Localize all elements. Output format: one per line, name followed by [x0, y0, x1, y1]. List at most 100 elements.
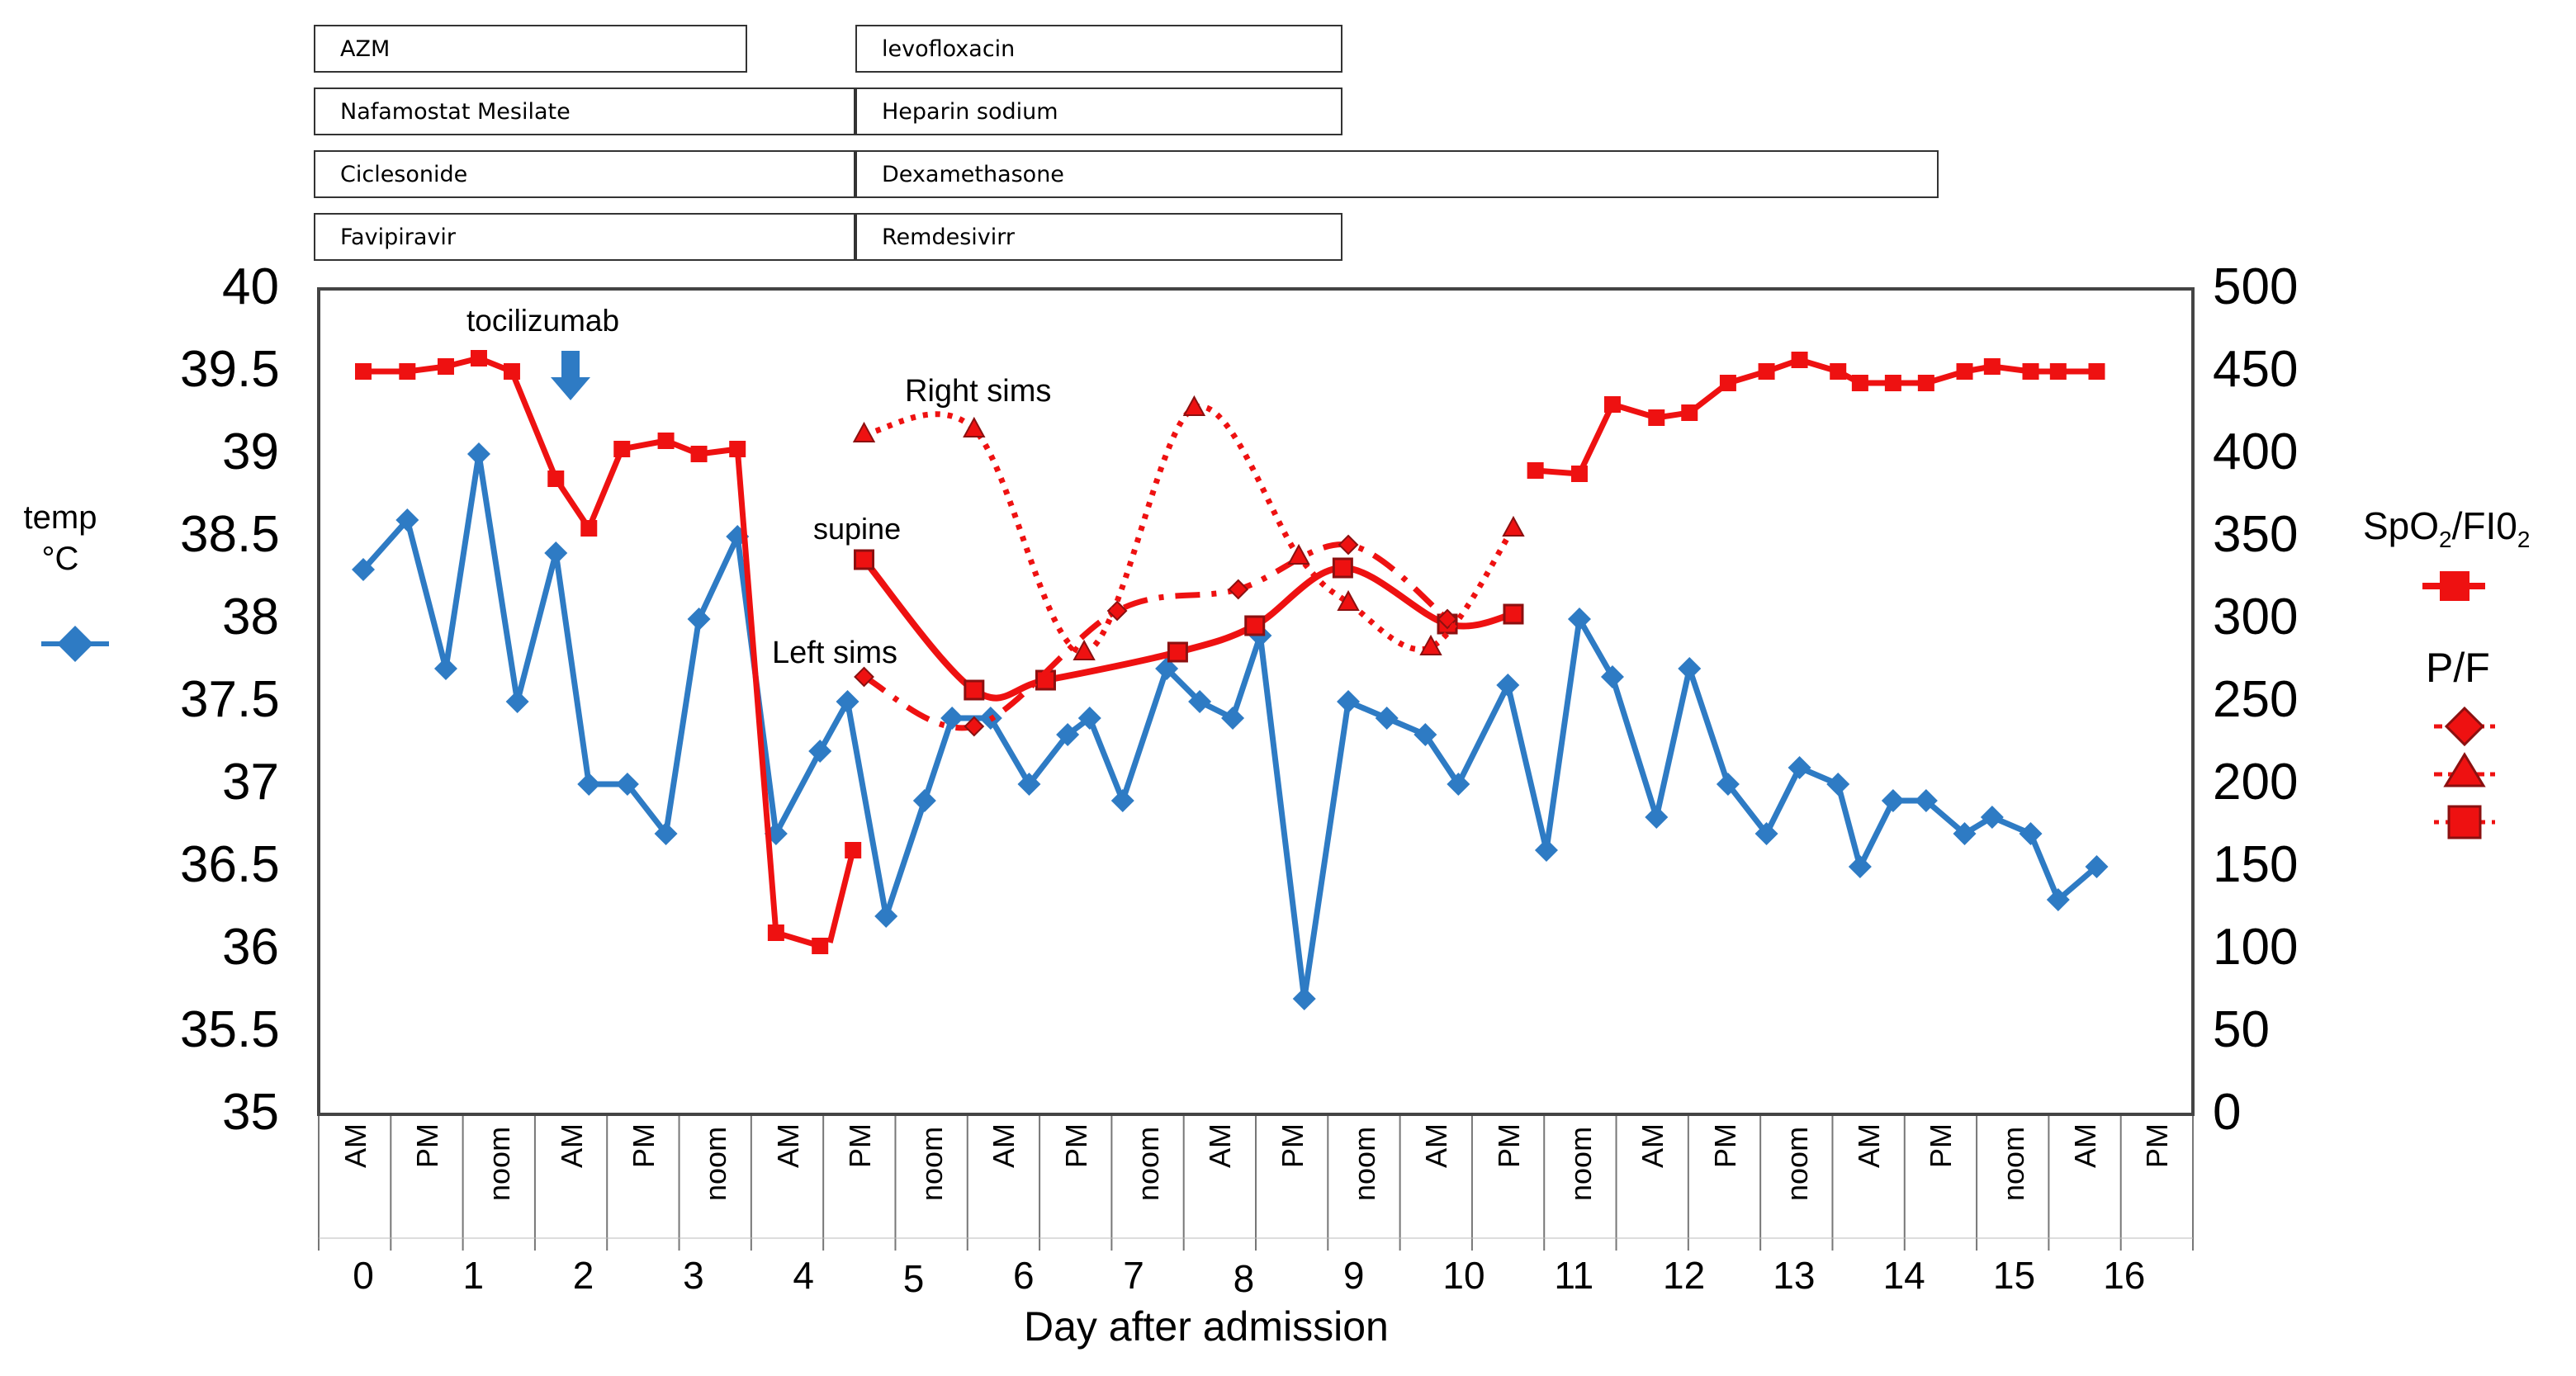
- temperature-point: [1017, 773, 1041, 796]
- slot-label: noom: [1779, 1126, 1814, 1201]
- spo2-fio2-point: [2088, 363, 2105, 380]
- pf-right-sims-point: [1182, 395, 1206, 416]
- temperature-point: [654, 822, 678, 845]
- day-label: 6: [1013, 1254, 1035, 1297]
- temperature-point: [1678, 657, 1702, 680]
- pf-left-sims-point: [1228, 579, 1249, 600]
- slot-label: AM: [554, 1123, 589, 1168]
- drug-box: Ciclesonide: [314, 150, 855, 198]
- temperature-point: [874, 905, 898, 928]
- pf-supine-point: [1244, 615, 1266, 636]
- spo2-fio2-line: [1535, 357, 2097, 477]
- temperature-point: [940, 707, 964, 730]
- right-tick-label: 400: [2213, 423, 2299, 480]
- slot-label: AM: [1852, 1123, 1887, 1168]
- spo2-fio2-point: [1603, 396, 1621, 413]
- spo2-fio2-point: [1648, 409, 1665, 426]
- right-tick-label: 0: [2213, 1084, 2242, 1141]
- day-label: 5: [902, 1257, 925, 1300]
- day-label: 0: [353, 1254, 374, 1297]
- temperature-point: [1826, 773, 1850, 796]
- left-tick-label: 37: [222, 754, 279, 811]
- right-tick-label: 500: [2213, 258, 2299, 315]
- legend-spo2-sub2: 2: [2517, 527, 2531, 553]
- temperature-point: [352, 558, 375, 581]
- pf-right-sims-point: [1502, 515, 1525, 537]
- spo2-fio2-point: [1527, 462, 1544, 479]
- supine-label: supine: [813, 512, 902, 546]
- right-tick-label: 100: [2213, 919, 2299, 976]
- right-tick-label: 450: [2213, 341, 2299, 398]
- temperature-point: [1914, 789, 1938, 812]
- spo2-fio2-point: [1917, 375, 1934, 391]
- left-tick-label: 39: [222, 423, 279, 480]
- slot-label: PM: [1275, 1123, 1309, 1168]
- plot-area-border: [317, 287, 2195, 1116]
- slot-label: AM: [1419, 1123, 1454, 1168]
- temperature-point: [1077, 707, 1101, 730]
- pf-supine-point: [1167, 641, 1188, 663]
- slot-label: PM: [410, 1123, 444, 1168]
- spo2-fio2-point: [1983, 358, 2001, 375]
- slot-label: noom: [1996, 1126, 2030, 1201]
- spo2-fio2-point: [547, 470, 565, 487]
- temperature-point: [1848, 855, 1872, 878]
- spo2-fio2-point: [657, 433, 675, 449]
- temperature-point: [1413, 723, 1437, 746]
- slot-label: PM: [1924, 1123, 1958, 1168]
- temperature-point: [615, 773, 639, 796]
- right-tick-label: 200: [2213, 754, 2299, 811]
- temperature-point: [1375, 707, 1399, 730]
- temperature-point: [1221, 707, 1245, 730]
- spo2-fio2-line: [363, 355, 822, 949]
- drug-box: levofloxacin: [855, 25, 1343, 73]
- slot-label: AM: [1636, 1123, 1670, 1168]
- left-tick-label: 40: [222, 258, 279, 315]
- slot-label: PM: [1058, 1123, 1093, 1168]
- pf-supine-line: [861, 557, 1514, 702]
- spo2-fio2-point: [355, 363, 372, 380]
- spo2-fio2-line: [826, 849, 856, 943]
- slot-label: AM: [2068, 1123, 2103, 1168]
- temperature-point: [1788, 756, 1811, 779]
- legend-spo2-mid: /FI0: [2451, 504, 2517, 547]
- day-label: 13: [1773, 1254, 1816, 1297]
- tocilizumab-arrow-icon: [551, 351, 590, 400]
- drug-box: Remdesivirr: [855, 213, 1343, 261]
- temperature-point: [1980, 806, 2004, 829]
- spo2-fio2-point: [1681, 404, 1698, 421]
- pf-left-sims-point: [1338, 534, 1359, 556]
- legend-spo2-main: SpO: [2363, 504, 2440, 547]
- pf-right-sims-point: [1073, 639, 1096, 660]
- drug-box: Nafamostat Mesilate: [314, 87, 855, 135]
- left-tick-label: 38.5: [180, 506, 280, 563]
- pf-supine-point: [854, 549, 875, 570]
- tocilizumab-label: tocilizumab: [466, 304, 620, 338]
- legend-pf-triangle-icon: [2434, 752, 2495, 787]
- drug-box: Dexamethasone: [855, 150, 1939, 198]
- day-label: 8: [1233, 1257, 1255, 1300]
- pf-right-sims-point: [1287, 543, 1310, 565]
- right-tick-label: 250: [2213, 671, 2299, 728]
- left-sims-label: Left sims: [772, 636, 898, 670]
- spo2-fio2-point: [580, 520, 598, 537]
- spo2-fio2-point: [1570, 466, 1588, 482]
- day-label: 14: [1882, 1254, 1925, 1297]
- left-axis-title: temp °C: [15, 497, 106, 579]
- spo2-fio2-point: [503, 363, 520, 380]
- drug-box: AZM: [314, 25, 747, 73]
- spo2-fio2-point: [2049, 363, 2067, 380]
- day-label: 7: [1123, 1254, 1144, 1297]
- left-tick-label: 37.5: [180, 671, 280, 728]
- slot-label: PM: [842, 1123, 877, 1168]
- legend-spo2-square-icon: [2422, 571, 2485, 601]
- temperature-point: [433, 657, 457, 680]
- day-label: 4: [793, 1254, 814, 1297]
- pf-supine-point: [1503, 603, 1524, 625]
- right-tick-label: 50: [2213, 1001, 2270, 1058]
- spo2-fio2-point: [690, 446, 708, 462]
- spo2-fio2-point: [812, 938, 829, 954]
- temperature-point: [2046, 888, 2070, 911]
- day-label: 1: [462, 1254, 485, 1297]
